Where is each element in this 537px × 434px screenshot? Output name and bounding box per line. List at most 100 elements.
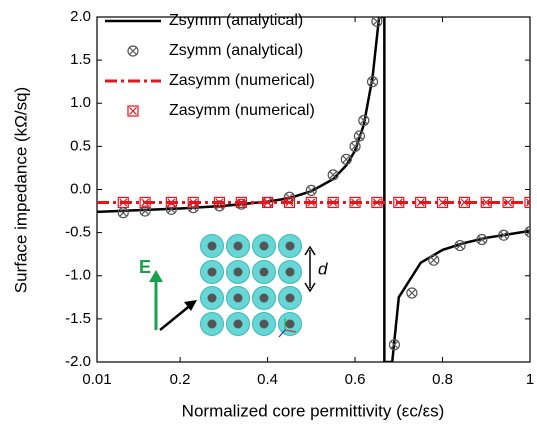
marker-shape bbox=[340, 153, 352, 165]
data-point bbox=[524, 226, 530, 238]
marker-shape bbox=[127, 105, 139, 117]
marker-shape bbox=[371, 196, 383, 209]
marker-cross bbox=[429, 256, 438, 265]
marker-cross bbox=[372, 198, 381, 207]
data-line bbox=[97, 17, 530, 362]
legend-label: Zsymm (analytical) bbox=[169, 42, 303, 59]
y-tick-label: 0.5 bbox=[70, 137, 91, 154]
marker-shape bbox=[349, 196, 361, 209]
data-point bbox=[480, 196, 492, 209]
marker-shape bbox=[165, 203, 177, 215]
data-point bbox=[327, 169, 339, 181]
marker-shape bbox=[428, 254, 440, 266]
plot-frame bbox=[96, 16, 531, 363]
marker-shape bbox=[305, 196, 317, 209]
particle-core bbox=[285, 319, 295, 329]
marker-shape bbox=[415, 196, 427, 209]
marker-cross bbox=[351, 198, 359, 207]
marker-cross bbox=[215, 198, 224, 207]
marker-shape bbox=[139, 196, 151, 209]
particle-core bbox=[233, 293, 243, 303]
data-point bbox=[406, 287, 418, 299]
plot-area bbox=[97, 17, 530, 362]
particle-core bbox=[233, 241, 243, 251]
marker-cross bbox=[307, 198, 316, 207]
marker-cross bbox=[390, 340, 399, 349]
marker-shape bbox=[371, 17, 383, 27]
x-tick-label: 0.8 bbox=[432, 371, 453, 388]
data-point bbox=[305, 184, 317, 196]
data-point bbox=[415, 196, 427, 209]
particle-core bbox=[285, 293, 295, 303]
data-point bbox=[476, 233, 488, 246]
arrow-head bbox=[184, 300, 197, 311]
particle-core bbox=[207, 267, 217, 277]
inset-illustration: dE bbox=[139, 234, 328, 338]
data-point bbox=[117, 196, 129, 209]
data-point bbox=[165, 196, 177, 209]
marker-shape bbox=[349, 140, 361, 152]
marker-shape bbox=[454, 239, 466, 252]
data-point bbox=[436, 196, 449, 209]
legend-marker bbox=[127, 45, 139, 57]
data-point bbox=[213, 196, 226, 209]
marker-cross bbox=[394, 198, 403, 207]
data-point bbox=[371, 196, 383, 209]
y-tick-label: -0.5 bbox=[65, 224, 91, 241]
marker-cross bbox=[477, 235, 486, 244]
marker-shape bbox=[353, 130, 366, 142]
marker-cross bbox=[504, 198, 513, 207]
marker-cross bbox=[368, 77, 377, 86]
marker-cross bbox=[307, 186, 316, 195]
data-point bbox=[349, 140, 361, 152]
marker-cross bbox=[482, 198, 491, 207]
y-axis-label: Surface impedance (kΩ/sq) bbox=[11, 87, 30, 293]
marker-cross bbox=[141, 198, 150, 207]
marker-cross bbox=[285, 198, 294, 207]
marker-shape bbox=[480, 196, 492, 209]
data-point bbox=[428, 254, 440, 266]
y-tick-label: 1.0 bbox=[70, 94, 91, 111]
marker-cross bbox=[438, 198, 447, 207]
data-point bbox=[139, 205, 151, 217]
marker-cross bbox=[372, 17, 381, 26]
data-point bbox=[498, 229, 510, 241]
data-point bbox=[366, 76, 379, 88]
marker-shape bbox=[165, 196, 177, 209]
data-point bbox=[305, 196, 317, 209]
marker-shape bbox=[393, 196, 405, 209]
data-point bbox=[358, 114, 370, 127]
marker-cross bbox=[141, 207, 150, 215]
marker-cross bbox=[460, 198, 469, 207]
x-tick-label: 0.4 bbox=[257, 371, 278, 388]
marker-cross bbox=[119, 198, 128, 207]
legend-label: Zasymm (numerical) bbox=[169, 102, 315, 119]
marker-cross bbox=[499, 231, 508, 240]
data-point bbox=[261, 196, 274, 209]
particle-core bbox=[207, 293, 217, 303]
data-point bbox=[340, 153, 352, 165]
data-point bbox=[235, 196, 247, 209]
x-tick-label: 1 bbox=[526, 371, 534, 388]
marker-cross bbox=[263, 198, 272, 207]
annotation: d bbox=[318, 259, 328, 278]
marker-shape bbox=[524, 196, 530, 209]
data-point bbox=[371, 17, 383, 27]
marker-shape bbox=[235, 196, 247, 209]
data-point bbox=[388, 339, 401, 351]
legend-marker bbox=[127, 105, 139, 117]
marker-shape bbox=[476, 233, 488, 246]
particle-core bbox=[233, 267, 243, 277]
marker-shape bbox=[261, 196, 274, 209]
marker-cross bbox=[237, 198, 246, 207]
data-point bbox=[283, 196, 296, 209]
x-axis-label: Normalized core permittivity (εc/εs) bbox=[182, 401, 445, 420]
legend-label: Zasymm (numerical) bbox=[169, 72, 315, 89]
marker-cross bbox=[407, 289, 416, 297]
arrow-head bbox=[304, 245, 316, 293]
marker-shape bbox=[283, 196, 296, 209]
arrow-head bbox=[149, 270, 163, 282]
data-point bbox=[139, 196, 151, 209]
particle-core bbox=[259, 319, 269, 329]
